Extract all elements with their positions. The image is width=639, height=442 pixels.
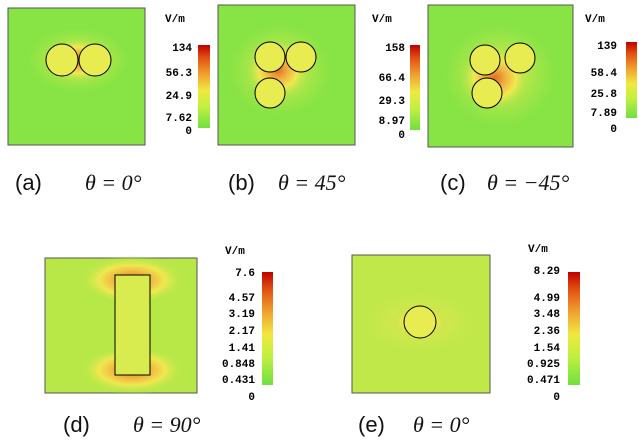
colorbar-tick: 25.8 (591, 89, 618, 101)
colorbar-tick: 8.29 (534, 266, 560, 278)
colorbar-tick: 24.9 (166, 91, 192, 103)
unit-label: V/m (165, 14, 185, 26)
colorbar-tick: 4.99 (534, 293, 560, 305)
colorbar-tick: 4.57 (229, 293, 255, 305)
colorbar-tick: 29.3 (379, 96, 406, 108)
colorbar-tick: 3.48 (534, 309, 561, 321)
panel-label: (c) (440, 170, 466, 195)
panel-formula: θ = −45° (487, 170, 569, 195)
panel-formula: θ = 45° (278, 170, 346, 195)
panel-label: (d) (63, 412, 90, 437)
colorbar-tick: 0 (398, 130, 405, 142)
colorbar-tick: 2.17 (229, 326, 255, 338)
colorbar-tick: 7.89 (591, 108, 617, 120)
colorbar-tick: 0 (553, 392, 560, 404)
colorbar-tick: 134 (172, 43, 192, 55)
colorbar-tick: 7.6 (235, 268, 255, 280)
colorbar-tick: 66.4 (379, 73, 406, 85)
panel-label: (e) (358, 412, 385, 437)
panel-label: (b) (228, 170, 255, 195)
colorbar-tick: 0.848 (222, 359, 255, 371)
colorbar-tick: 2.36 (534, 326, 560, 338)
colorbar-tick: 56.3 (166, 68, 193, 80)
panel-formula: θ = 0° (85, 170, 142, 195)
colorbar-tick: 0 (248, 392, 255, 404)
colorbar-tick: 0.431 (222, 375, 255, 387)
colorbar-tick: 0.925 (527, 359, 560, 371)
figure: V/m13456.324.97.620(a)θ = 0°V/m15866.429… (0, 0, 639, 442)
colorbar-tick: 1.54 (534, 343, 561, 355)
colorbar-tick: 58.4 (591, 68, 618, 80)
colorbar-tick: 0 (185, 126, 192, 138)
colorbar-tick: 3.19 (229, 309, 255, 321)
unit-label: V/m (372, 14, 392, 26)
colorbar-tick: 0.471 (527, 375, 560, 387)
colorbar-tick: 7.62 (166, 113, 192, 125)
panel-label: (a) (15, 170, 42, 195)
colorbar-tick: 158 (385, 43, 405, 55)
colorbar-tick: 8.97 (379, 116, 405, 128)
unit-label: V/m (585, 14, 605, 26)
colorbar-tick: 139 (597, 41, 617, 53)
colorbar-tick: 1.41 (229, 343, 256, 355)
panel-formula: θ = 90° (133, 412, 201, 437)
unit-label: V/m (225, 246, 245, 258)
colorbar-tick: 0 (610, 124, 617, 136)
panel-formula: θ = 0° (413, 412, 470, 437)
unit-label: V/m (528, 244, 548, 256)
